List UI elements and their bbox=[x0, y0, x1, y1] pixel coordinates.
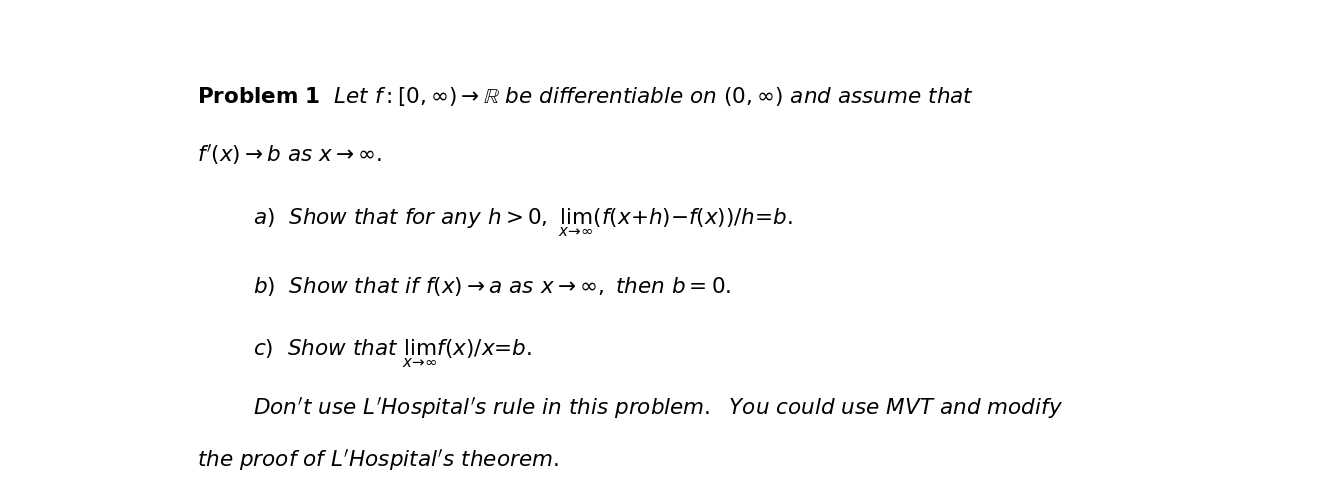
Text: $\it{a)\ \ Show\ that\ for\ any\ h>0,\ \lim_{x\to\infty}(f(x+h)-f(x))/h=b.}$: $\it{a)\ \ Show\ that\ for\ any\ h>0,\ \… bbox=[254, 206, 793, 239]
Text: $\it{the\ proof\ of\ L'Hospital's\ theorem.}$: $\it{the\ proof\ of\ L'Hospital's\ theor… bbox=[197, 448, 559, 473]
Text: $\it{Don't\ use\ L'Hospital's\ rule\ in\ this\ problem.\ \ You\ could\ use\ MVT\: $\it{Don't\ use\ L'Hospital's\ rule\ in\… bbox=[254, 395, 1064, 420]
Text: $\it{b)\ \ Show\ that\ if\ f(x)\to a\ as\ x\to\infty,\ then\ b=0.}$: $\it{b)\ \ Show\ that\ if\ f(x)\to a\ as… bbox=[254, 276, 732, 298]
Text: $\it{c)\ \ Show\ that\ \lim_{x\to\infty}f(x)/x=b.}$: $\it{c)\ \ Show\ that\ \lim_{x\to\infty}… bbox=[254, 337, 533, 369]
Text: $\it{f'(x)\to b\ as\ x\to\infty.}$: $\it{f'(x)\to b\ as\ x\to\infty.}$ bbox=[197, 142, 382, 167]
Text: $\mathbf{Problem\ 1}$  $\it{Let\ f:[0,\infty)\to\mathbb{R}\ be\ differentiable\ : $\mathbf{Problem\ 1}$ $\it{Let\ f:[0,\in… bbox=[197, 85, 973, 107]
